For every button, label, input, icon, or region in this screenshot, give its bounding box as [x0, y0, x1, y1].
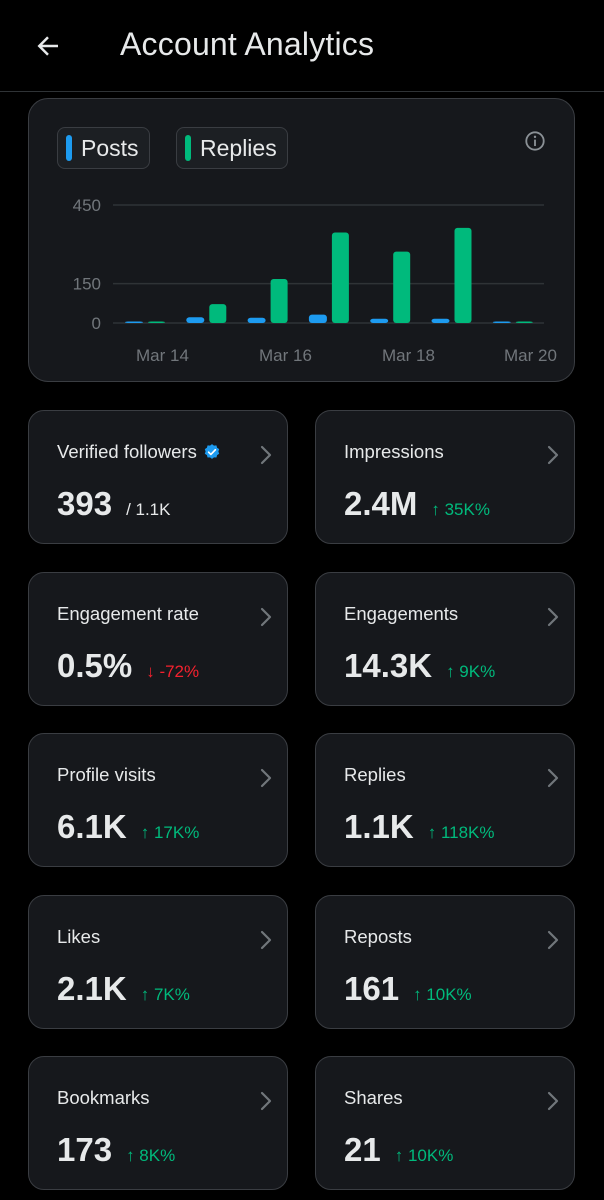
stat-value-row: 0.5% ↓ -72%: [57, 647, 199, 685]
stat-value-row: 2.1K ↑ 7K%: [57, 970, 190, 1008]
chevron-right-icon: [547, 930, 559, 949]
stat-label: Engagement rate: [57, 602, 199, 624]
stat-change: ↑ 118K%: [427, 823, 495, 842]
replies-bar: [209, 304, 227, 323]
stat-card-replies[interactable]: Replies 1.1K ↑ 118K%: [315, 733, 575, 867]
stat-value-row: 173 ↑ 8K%: [57, 1131, 175, 1169]
replies-bar: [148, 321, 165, 323]
stat-label: Verified followers: [57, 441, 221, 463]
chevron-right-icon: [547, 607, 559, 626]
top-bar: Account Analytics: [0, 0, 604, 92]
replies-bar: [393, 251, 411, 323]
stat-label: Reposts: [344, 925, 412, 947]
x-tick-label: Mar 20: [504, 346, 557, 365]
x-tick-label: Mar 14: [136, 346, 189, 365]
posts-bar: [492, 321, 511, 323]
replies-bar: [270, 278, 288, 323]
chevron-right-icon: [260, 445, 272, 465]
stat-label: Likes: [57, 925, 101, 947]
posts-bar: [370, 318, 389, 323]
stat-card-engagements[interactable]: Engagements 14.3K ↑ 9K%: [315, 571, 575, 706]
stat-value-row: 393 / 1.1K: [57, 485, 170, 523]
stat-value-row: 14.3K ↑ 9K%: [344, 647, 495, 685]
y-tick-label: 450: [73, 196, 101, 215]
stat-value-row: 21 ↑ 10K%: [344, 1131, 453, 1169]
chevron-right-icon: [547, 445, 559, 465]
stat-card-impressions[interactable]: Impressions 2.4M ↑ 35K%: [315, 410, 575, 544]
info-icon[interactable]: [524, 130, 546, 152]
stat-value-row: 2.4M ↑ 35K%: [344, 485, 490, 523]
chevron-right-icon: [260, 1091, 272, 1111]
stat-value: 2.4M: [344, 485, 418, 522]
stat-change: ↓ -72%: [146, 661, 200, 681]
stat-value: 173: [57, 1131, 113, 1168]
posts-bar: [308, 314, 327, 323]
stat-change: ↑ 9K%: [446, 661, 496, 681]
stat-label: Bookmarks: [57, 1087, 150, 1108]
chevron-right-icon: [547, 1091, 559, 1111]
stat-value: 0.5%: [57, 646, 133, 684]
stat-label: Impressions: [344, 441, 444, 462]
stat-card-profile-visits[interactable]: Profile visits 6.1K ↑ 17K%: [28, 733, 288, 867]
stat-change: ↑ 10K%: [413, 984, 472, 1004]
stat-label: Profile visits: [57, 764, 156, 785]
legend-replies-label: Replies: [200, 134, 277, 161]
posts-bar: [125, 321, 143, 323]
posts-bar: [186, 317, 205, 323]
stat-value: 2.1K: [57, 969, 127, 1007]
stat-total: / 1.1K: [126, 500, 171, 519]
posts-bar: [431, 318, 450, 323]
posts-bar: [247, 317, 266, 323]
replies-bar: [454, 227, 472, 323]
arrow-left-icon: [37, 36, 58, 56]
stat-value: 1.1K: [344, 808, 414, 845]
y-tick-label: 150: [73, 275, 101, 294]
replies-bar: [331, 232, 349, 323]
chevron-right-icon: [547, 768, 559, 788]
replies-bar: [515, 321, 533, 323]
activity-chart-card: 450 150 0 Mar 14 Mar 16 Mar 18 Mar 20 Posts Re…: [28, 98, 575, 382]
chevron-right-icon: [260, 607, 272, 626]
x-tick-label: Mar 16: [259, 346, 312, 365]
back-button[interactable]: [28, 26, 68, 66]
x-tick-label: Mar 18: [382, 346, 435, 365]
activity-bar-chart: 450 150 0 Mar 14 Mar 16 Mar 18 Mar 20: [73, 196, 557, 365]
chevron-right-icon: [260, 930, 272, 949]
stat-card-bookmarks[interactable]: Bookmarks 173 ↑ 8K%: [28, 1056, 288, 1190]
stat-change: ↑ 7K%: [140, 984, 190, 1004]
stat-label: Shares: [344, 1087, 403, 1108]
stat-value-row: 1.1K ↑ 118K%: [344, 808, 495, 846]
stat-card-engagement-rate[interactable]: Engagement rate 0.5% ↓ -72%: [28, 571, 288, 706]
y-tick-label: 0: [92, 314, 101, 333]
stat-value: 21: [344, 1131, 381, 1168]
stat-card-shares[interactable]: Shares 21 ↑ 10K%: [315, 1056, 575, 1190]
verified-badge-icon: [204, 444, 220, 459]
legend-posts-chip[interactable]: Posts: [57, 127, 150, 169]
stat-label: Replies: [344, 764, 406, 785]
chevron-right-icon: [260, 768, 272, 788]
stat-change: ↑ 35K%: [431, 500, 490, 519]
stat-value: 6.1K: [57, 808, 127, 845]
stat-value: 161: [344, 969, 400, 1007]
page-title: Account Analytics: [120, 26, 375, 62]
stat-value-row: 6.1K ↑ 17K%: [57, 808, 199, 846]
legend-replies-chip[interactable]: Replies: [176, 127, 288, 169]
replies-swatch: [185, 135, 191, 161]
stat-change: ↑ 8K%: [126, 1146, 176, 1165]
stat-card-verified-followers[interactable]: Verified followers 393 / 1.1K: [28, 410, 288, 544]
stat-value: 393: [57, 485, 113, 522]
stat-label: Engagements: [344, 602, 459, 624]
posts-swatch: [66, 135, 72, 161]
stat-value: 14.3K: [344, 646, 433, 684]
stat-value-row: 161 ↑ 10K%: [344, 970, 472, 1008]
stat-card-likes[interactable]: Likes 2.1K ↑ 7K%: [28, 894, 288, 1029]
stat-change: ↑ 10K%: [394, 1146, 454, 1165]
legend-posts-label: Posts: [81, 134, 139, 161]
stat-card-reposts[interactable]: Reposts 161 ↑ 10K%: [315, 894, 575, 1029]
stat-change: ↑ 17K%: [140, 823, 200, 842]
